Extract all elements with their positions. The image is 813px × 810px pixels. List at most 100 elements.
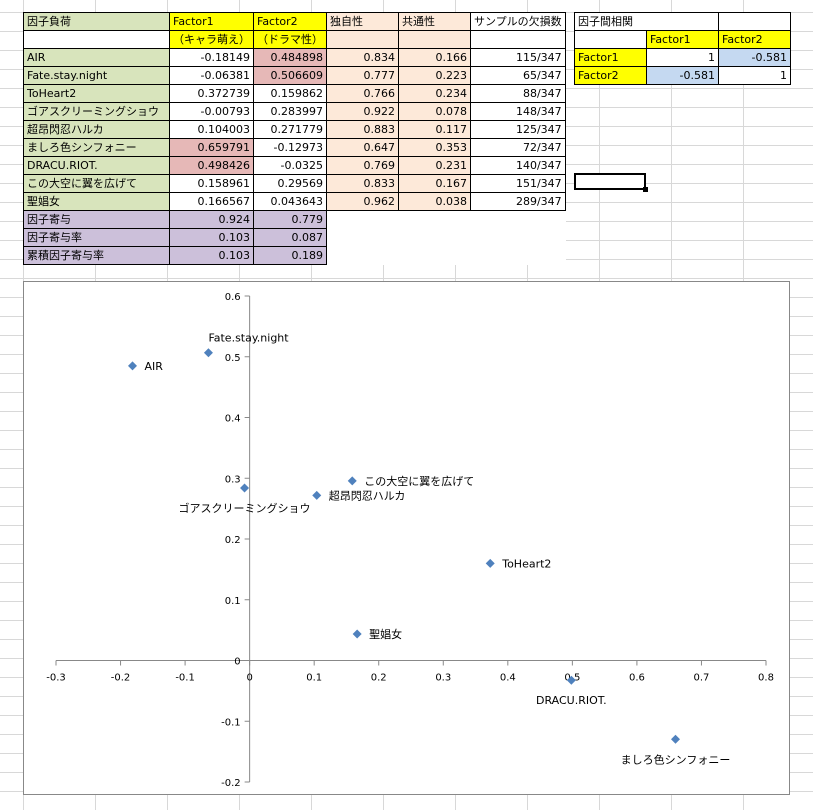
table-row: ゴアスクリーミングショウ -0.00793 0.283997 0.922 0.078 14… [23, 102, 566, 121]
blank-cell[interactable] [398, 30, 471, 49]
uniqueness-value[interactable]: 0.922 [326, 102, 399, 121]
x-tick-label: 0.6 [629, 673, 645, 684]
factor2-value[interactable]: -0.12973 [253, 138, 327, 157]
factor1-header[interactable]: Factor1 [169, 12, 254, 31]
summary-row: 因子寄与率 0.103 0.087 [23, 228, 566, 247]
summary-factor1[interactable]: 0.924 [169, 210, 254, 229]
uniqueness-header[interactable]: 独自性 [326, 12, 399, 31]
corr-row-label[interactable]: Factor2 [574, 66, 647, 85]
missing-value[interactable]: 289/347 [470, 192, 566, 211]
data-point [347, 476, 357, 486]
factor2-header[interactable]: Factor2 [253, 12, 327, 31]
factor2-value[interactable]: 0.506609 [253, 66, 327, 85]
y-tick-label: 0.6 [225, 292, 241, 303]
summary-factor1[interactable]: 0.103 [169, 246, 254, 265]
summary-factor2[interactable]: 0.189 [253, 246, 327, 265]
communality-value[interactable]: 0.234 [398, 84, 471, 103]
table-title[interactable]: 因子負荷 [23, 12, 170, 31]
missing-header[interactable]: サンプルの欠損数 [470, 12, 566, 31]
item-name[interactable]: 超昂閃忍ハルカ [23, 120, 170, 139]
factor2-value[interactable]: 0.159862 [253, 84, 327, 103]
factor1-value[interactable]: -0.00793 [169, 102, 254, 121]
missing-value[interactable]: 125/347 [470, 120, 566, 139]
summary-label[interactable]: 因子寄与率 [23, 228, 170, 247]
uniqueness-value[interactable]: 0.834 [326, 48, 399, 67]
communality-value[interactable]: 0.223 [398, 66, 471, 85]
factor2-value[interactable]: 0.283997 [253, 102, 327, 121]
item-name[interactable]: Fate.stay.night [23, 66, 170, 85]
factor1-value[interactable]: -0.18149 [169, 48, 254, 67]
factor1-value[interactable]: 0.498426 [169, 156, 254, 175]
item-name[interactable]: ToHeart2 [23, 84, 170, 103]
uniqueness-value[interactable]: 0.769 [326, 156, 399, 175]
communality-value[interactable]: 0.353 [398, 138, 471, 157]
uniqueness-value[interactable]: 0.833 [326, 174, 399, 193]
corr-col-factor1[interactable]: Factor1 [646, 30, 719, 49]
item-name[interactable]: ゴアスクリーミングショウ [23, 102, 170, 121]
factor2-value[interactable]: 0.271779 [253, 120, 327, 139]
selected-cell[interactable] [574, 173, 648, 192]
factor1-value[interactable]: 0.659791 [169, 138, 254, 157]
item-name[interactable]: この大空に翼を広げて [23, 174, 170, 193]
factor1-value[interactable]: 0.158961 [169, 174, 254, 193]
item-name[interactable]: AIR [23, 48, 170, 67]
data-point [566, 675, 576, 685]
summary-label[interactable]: 因子寄与 [23, 210, 170, 229]
scatter-chart[interactable]: -0.3 -0.2 -0.1 0 0.1 0.2 0.3 0.4 0.5 0.6 0.7 0.8 -0.… [23, 281, 790, 795]
communality-value[interactable]: 0.166 [398, 48, 471, 67]
blank-cell[interactable] [470, 30, 566, 49]
factor1-value[interactable]: -0.06381 [169, 66, 254, 85]
corr-value[interactable]: -0.581 [718, 48, 791, 67]
blank-cell[interactable] [326, 30, 399, 49]
factor2-value[interactable]: 0.043643 [253, 192, 327, 211]
blank-cell[interactable] [718, 12, 791, 31]
summary-label[interactable]: 累積因子寄与率 [23, 246, 170, 265]
factor2-value[interactable]: 0.484898 [253, 48, 327, 67]
factor1-subheader[interactable]: （キャラ萌え） [169, 30, 254, 49]
missing-value[interactable]: 115/347 [470, 48, 566, 67]
factor2-value[interactable]: 0.29569 [253, 174, 327, 193]
communality-value[interactable]: 0.038 [398, 192, 471, 211]
summary-factor2[interactable]: 0.087 [253, 228, 327, 247]
corr-value[interactable]: 1 [646, 48, 719, 67]
item-name[interactable]: 聖娼女 [23, 192, 170, 211]
missing-value[interactable]: 151/347 [470, 174, 566, 193]
factor1-value[interactable]: 0.372739 [169, 84, 254, 103]
item-name[interactable]: ましろ色シンフォニー [23, 138, 170, 157]
communality-value[interactable]: 0.231 [398, 156, 471, 175]
data-point [127, 361, 137, 371]
factor2-subheader[interactable]: （ドラマ性） [253, 30, 327, 49]
blank-cell[interactable] [23, 30, 170, 49]
missing-value[interactable]: 65/347 [470, 66, 566, 85]
item-name[interactable]: DRACU.RIOT. [23, 156, 170, 175]
blank-cell[interactable] [574, 30, 647, 49]
missing-value[interactable]: 88/347 [470, 84, 566, 103]
correlation-title[interactable]: 因子間相関 [574, 12, 719, 31]
table-row: AIR -0.18149 0.484898 0.834 0.166 115/347 [23, 48, 566, 67]
corr-row-label[interactable]: Factor1 [574, 48, 647, 67]
factor1-value[interactable]: 0.166567 [169, 192, 254, 211]
uniqueness-value[interactable]: 0.883 [326, 120, 399, 139]
uniqueness-value[interactable]: 0.647 [326, 138, 399, 157]
factor-loadings-table: 因子負荷 Factor1 Factor2 独自性 共通性 サンプルの欠損数 （キ… [23, 12, 566, 265]
communality-value[interactable]: 0.078 [398, 102, 471, 121]
summary-factor2[interactable]: 0.779 [253, 210, 327, 229]
uniqueness-value[interactable]: 0.777 [326, 66, 399, 85]
missing-value[interactable]: 148/347 [470, 102, 566, 121]
corr-value[interactable]: -0.581 [646, 66, 719, 85]
factor2-value[interactable]: -0.0325 [253, 156, 327, 175]
corr-col-factor2[interactable]: Factor2 [718, 30, 791, 49]
communality-value[interactable]: 0.167 [398, 174, 471, 193]
corr-value[interactable]: 1 [718, 66, 791, 85]
x-tick-label: 0.7 [694, 673, 710, 684]
factor1-value[interactable]: 0.104003 [169, 120, 254, 139]
y-tick-label: 0.1 [225, 596, 241, 607]
uniqueness-value[interactable]: 0.962 [326, 192, 399, 211]
fill-handle[interactable] [643, 187, 648, 192]
communality-header[interactable]: 共通性 [398, 12, 471, 31]
missing-value[interactable]: 140/347 [470, 156, 566, 175]
communality-value[interactable]: 0.117 [398, 120, 471, 139]
summary-factor1[interactable]: 0.103 [169, 228, 254, 247]
missing-value[interactable]: 72/347 [470, 138, 566, 157]
uniqueness-value[interactable]: 0.766 [326, 84, 399, 103]
